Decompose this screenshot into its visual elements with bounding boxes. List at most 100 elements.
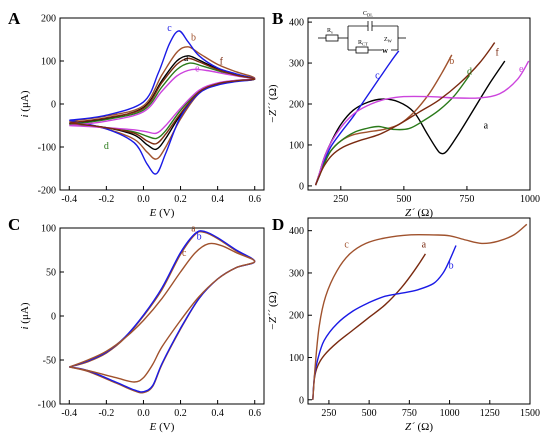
warburg-element: W — [382, 49, 388, 55]
curve-label-c: c — [167, 23, 172, 34]
x-tick-label: 1250 — [480, 408, 500, 419]
y-axis-symbol: −Z´´ — [267, 309, 279, 330]
curve-label-a: a — [191, 224, 196, 235]
y-axis-label: i (μA) — [19, 302, 31, 329]
curve-label-c: c — [344, 240, 349, 251]
series-line-c — [314, 50, 400, 186]
x-tick-label: 250 — [333, 194, 348, 205]
plot-frame — [59, 227, 265, 405]
y-tick-label: 0 — [299, 395, 304, 406]
series-group — [312, 223, 528, 400]
curve-label-b: b — [197, 231, 202, 242]
y-tick-label: 200 — [41, 14, 56, 25]
y-axis-label: −Z´´ (Ω) — [267, 84, 279, 123]
series-line-a — [69, 230, 256, 394]
x-axis-unit: (Ω) — [415, 421, 434, 433]
x-tick-label: 1000 — [440, 408, 460, 419]
series-line-a — [312, 253, 426, 400]
curve-label-b: b — [191, 32, 196, 43]
curve-label-e: e — [519, 64, 524, 75]
y-tick-label: 100 — [41, 57, 56, 68]
x-tick-label: 0.4 — [211, 408, 224, 419]
x-tick-label: 1500 — [520, 408, 540, 419]
series-line-b — [69, 230, 256, 393]
panel-label: C — [8, 215, 20, 234]
y-axis-symbol: −Z´´ — [267, 102, 279, 123]
curve-label-a: a — [422, 240, 427, 251]
y-tick-label: 400 — [289, 18, 304, 29]
x-tick-label: 500 — [396, 194, 411, 205]
circuit-label-rs: Rs — [327, 28, 333, 35]
curve-label-e: e — [195, 63, 200, 74]
y-axis-symbol: i — [19, 114, 31, 117]
circuit-label-zw: ZW — [384, 37, 393, 44]
x-tick-label: 250 — [321, 408, 336, 419]
x-axis-symbol: Z´ — [405, 421, 415, 433]
x-tick-label: 0.0 — [137, 194, 150, 205]
x-tick-label: -0.2 — [98, 408, 114, 419]
y-tick-label: 200 — [289, 311, 304, 322]
y-tick-label: 100 — [289, 353, 304, 364]
curve-label-c: c — [375, 71, 380, 82]
y-axis-unit: (Ω) — [267, 84, 279, 103]
x-tick-label: 500 — [362, 408, 377, 419]
x-tick-label: 0.4 — [211, 194, 224, 205]
x-tick-label: 0.2 — [174, 194, 187, 205]
y-tick-label: 50 — [46, 268, 56, 279]
equivalent-circuit-inset: Rs CDL RCT W ZW — [318, 11, 406, 55]
x-tick-label: 0.2 — [174, 408, 187, 419]
x-axis-label: E (V) — [149, 421, 175, 433]
y-axis-unit: (Ω) — [267, 291, 279, 310]
x-axis-symbol: Z´ — [405, 207, 415, 219]
x-tick-label: 0.6 — [248, 408, 261, 419]
x-axis-label: Z´ (Ω) — [405, 207, 433, 219]
circuit-label-rct: RCT — [358, 40, 368, 47]
series-line-b — [314, 54, 453, 186]
x-axis-label: Z´ (Ω) — [405, 421, 433, 433]
curve-label-b: b — [449, 56, 454, 67]
x-tick-label: 750 — [402, 408, 417, 419]
x-tick-label: -0.4 — [61, 408, 77, 419]
x-axis-symbol: E — [149, 421, 157, 433]
series-group — [69, 30, 256, 175]
series-line-c — [312, 223, 528, 400]
y-tick-label: 300 — [289, 59, 304, 70]
x-axis-symbol: E — [149, 207, 157, 219]
circuit-label-cdl: CDL — [363, 11, 373, 18]
resistor-rct — [355, 46, 369, 54]
y-tick-label: 0 — [51, 100, 56, 111]
panel-label: B — [272, 9, 283, 28]
panel-label: D — [272, 215, 284, 234]
panel-c: C -0.4 -0.2 0.0 0.2 0.4 0.6 -100 -50 0 50 100 E (V) i… — [8, 215, 265, 433]
y-axis-unit: (μA) — [19, 302, 31, 326]
series-line-e — [314, 60, 530, 186]
series-line-f — [69, 57, 256, 145]
x-tick-label: 750 — [459, 194, 474, 205]
y-axis-unit: (μA) — [19, 90, 31, 114]
y-tick-label: -100 — [38, 143, 56, 154]
x-tick-label: 0.6 — [248, 194, 261, 205]
y-tick-label: 400 — [289, 226, 304, 237]
y-tick-label: 300 — [289, 268, 304, 279]
curve-label-d: d — [467, 67, 472, 78]
y-axis-label: i (μA) — [19, 90, 31, 117]
series-line-e — [69, 68, 256, 135]
curve-label-b: b — [449, 261, 454, 272]
series-line-f — [314, 42, 496, 186]
panel-label: A — [8, 9, 21, 28]
y-tick-label: 0 — [51, 312, 56, 323]
y-axis-label: −Z´´ (Ω) — [267, 291, 279, 330]
panel-a: A -0.4 -0.2 0.0 0.2 0.4 0.6 -200 -100 0 100 200 E (V… — [8, 9, 265, 219]
x-tick-label: 0.0 — [137, 408, 150, 419]
series-group — [69, 230, 256, 394]
y-tick-label: 0 — [299, 181, 304, 192]
panel-d: D 250 500 750 1000 1250 1500 0 100 200 300 400 Z´ (Ω… — [267, 215, 540, 433]
curve-label-f: f — [496, 48, 500, 59]
y-tick-label: -50 — [43, 356, 56, 367]
curve-label-a: a — [484, 121, 489, 132]
curve-label-d: d — [104, 141, 109, 152]
series-line-b — [312, 245, 457, 400]
plot-frame — [307, 17, 531, 191]
